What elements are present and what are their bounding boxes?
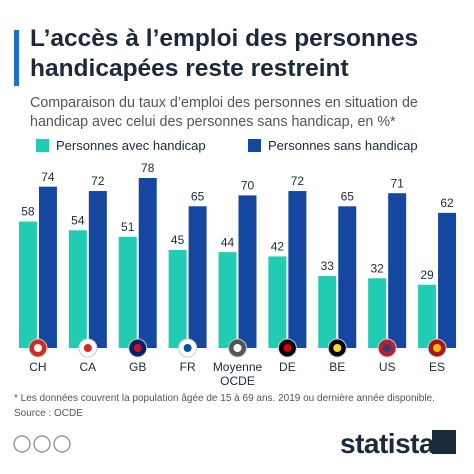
value-label: 32 bbox=[370, 261, 384, 275]
value-label: 65 bbox=[191, 189, 205, 203]
value-label: 45 bbox=[171, 233, 185, 247]
value-label: 54 bbox=[71, 213, 85, 227]
value-label: 29 bbox=[420, 268, 434, 282]
chart-subtitle: Comparaison du taux d’emploi des personn… bbox=[30, 95, 418, 130]
x-tick-label: BE bbox=[329, 360, 346, 374]
value-label: 74 bbox=[41, 170, 55, 184]
flag-detail bbox=[183, 344, 192, 352]
flag-detail bbox=[283, 344, 292, 352]
legend-swatch bbox=[248, 139, 261, 152]
bar bbox=[88, 191, 107, 348]
x-tick-label: CA bbox=[79, 360, 97, 374]
value-label: 70 bbox=[241, 179, 255, 193]
flag-detail bbox=[233, 344, 242, 352]
bar bbox=[388, 193, 407, 348]
x-tick-label: CH bbox=[29, 360, 47, 374]
bar bbox=[438, 212, 457, 348]
x-tick-label: Moyenne OCDE bbox=[212, 360, 263, 388]
legend-label: Personnes sans handicap bbox=[268, 138, 418, 153]
bar bbox=[288, 191, 307, 348]
bar bbox=[68, 230, 87, 348]
license-icons bbox=[13, 435, 71, 453]
bar bbox=[338, 206, 357, 348]
bar bbox=[18, 221, 37, 348]
bar bbox=[38, 186, 57, 348]
value-label: 72 bbox=[291, 174, 305, 188]
x-tick-label: US bbox=[378, 360, 396, 374]
bar bbox=[268, 256, 287, 348]
bar bbox=[168, 249, 187, 348]
brand-icon bbox=[432, 430, 456, 454]
bar bbox=[368, 278, 387, 348]
value-label: 62 bbox=[440, 196, 454, 210]
accent-bar bbox=[14, 30, 19, 86]
x-tick-label: DE bbox=[279, 360, 296, 374]
bar bbox=[138, 177, 157, 348]
value-label: 78 bbox=[141, 161, 155, 175]
value-label: 44 bbox=[221, 235, 235, 249]
legend-label: Personnes avec handicap bbox=[56, 138, 206, 153]
value-label: 71 bbox=[390, 176, 404, 190]
flag-detail bbox=[333, 344, 342, 352]
value-label: 72 bbox=[91, 174, 105, 188]
x-tick-label: FR bbox=[179, 360, 196, 374]
x-tick-label: ES bbox=[429, 360, 446, 374]
x-tick-label: GB bbox=[129, 360, 147, 374]
flag-detail bbox=[433, 344, 442, 352]
flag-detail bbox=[83, 344, 92, 352]
value-label: 65 bbox=[341, 189, 355, 203]
footnote: * Les données couvrent la population âgé… bbox=[14, 393, 435, 404]
value-label: 42 bbox=[271, 240, 285, 254]
legend-swatch bbox=[36, 139, 49, 152]
source: Source : OCDE bbox=[14, 408, 83, 419]
flag-detail bbox=[383, 344, 392, 352]
bar bbox=[118, 236, 137, 348]
bar bbox=[418, 284, 437, 348]
flag-detail bbox=[133, 344, 142, 352]
value-label: 51 bbox=[121, 220, 135, 234]
chart-title: L’accès à l’emploi des personnes handica… bbox=[30, 25, 419, 82]
bar bbox=[318, 276, 337, 348]
flag-detail bbox=[33, 344, 42, 352]
brand: statista bbox=[340, 428, 435, 459]
value-label: 58 bbox=[21, 205, 35, 219]
bar bbox=[188, 206, 207, 348]
value-label: 33 bbox=[321, 259, 335, 273]
bar bbox=[218, 252, 237, 348]
bar bbox=[238, 195, 257, 348]
